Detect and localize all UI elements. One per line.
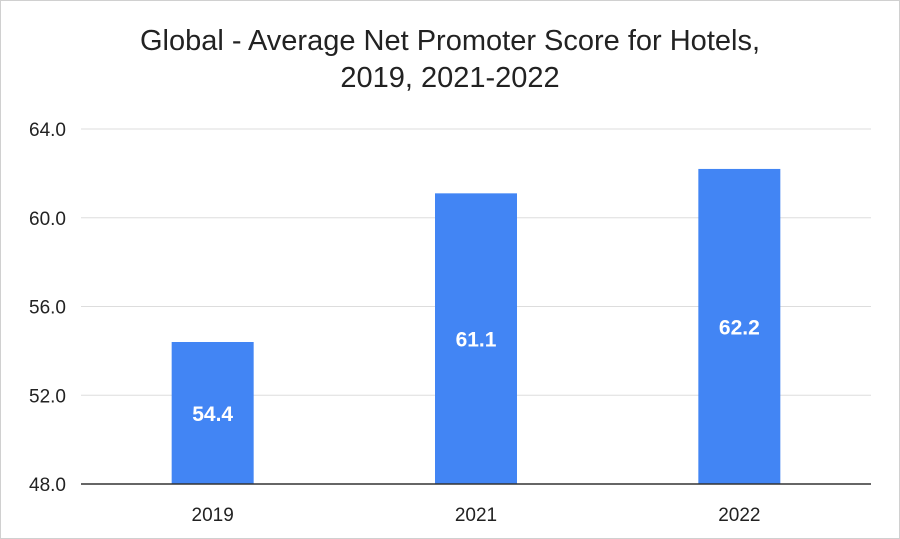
- bar-2019: [171, 342, 254, 484]
- data-label: 61.1: [456, 329, 497, 352]
- chart-title-line-1: Global - Average Net Promoter Score for …: [139, 25, 761, 57]
- y-tick-label: 56.0: [29, 298, 66, 319]
- y-tick-label: 48.0: [29, 475, 66, 496]
- bar-2022: [698, 168, 781, 484]
- y-tick-label: 64.0: [29, 120, 66, 141]
- x-tick-label: 2021: [455, 505, 497, 526]
- bar-2021: [435, 193, 517, 484]
- x-tick-label: 2022: [718, 505, 760, 526]
- chart-title: Global - Average Net Promoter Score for …: [1, 23, 899, 97]
- chart-title-line-2: 2019, 2021-2022: [340, 62, 560, 94]
- data-label: 62.2: [719, 316, 760, 339]
- y-tick-label: 52.0: [29, 386, 66, 407]
- data-label: 54.4: [192, 403, 233, 426]
- x-tick-label: 2019: [192, 505, 234, 526]
- y-tick-label: 60.0: [29, 209, 66, 230]
